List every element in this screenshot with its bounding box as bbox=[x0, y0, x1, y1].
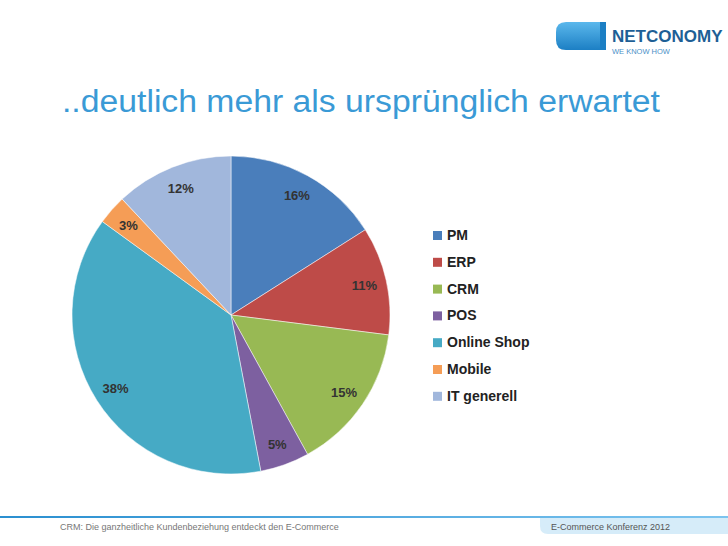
data-label: 15% bbox=[331, 385, 357, 400]
legend-label: CRM bbox=[447, 281, 479, 297]
footer-text: E-Commerce Konferenz 2012 bbox=[551, 522, 670, 532]
legend-label: IT generell bbox=[447, 388, 517, 404]
legend-label: ERP bbox=[447, 254, 476, 270]
data-label: 3% bbox=[119, 218, 138, 233]
data-labels: 16% 11% 15% 5% 38% 3% 12% bbox=[102, 181, 377, 452]
legend-label: PM bbox=[447, 227, 468, 243]
data-label: 5% bbox=[268, 437, 287, 452]
pie-slice bbox=[122, 156, 231, 315]
page: {"header": {"logo": "NETCONOMY", "taglin… bbox=[0, 0, 728, 546]
legend-label: Mobile bbox=[447, 361, 492, 377]
legend-swatch bbox=[433, 285, 442, 294]
logo-icon-edge bbox=[600, 22, 606, 50]
legend-swatch bbox=[433, 338, 442, 347]
data-label: 12% bbox=[168, 181, 194, 196]
legend-swatch bbox=[433, 311, 442, 320]
legend-swatch bbox=[433, 258, 442, 267]
legend-swatch bbox=[433, 231, 442, 240]
data-label: 38% bbox=[102, 381, 128, 396]
chart-canvas: NETCONOMYWE KNOW HOW ..deutlich mehr als … bbox=[0, 0, 728, 546]
legend-swatch bbox=[433, 365, 442, 374]
data-label: 11% bbox=[352, 278, 378, 293]
logo-text: NETCONOMY bbox=[612, 27, 723, 46]
footer-line bbox=[0, 516, 728, 518]
data-label: 16% bbox=[284, 188, 310, 203]
pie bbox=[72, 156, 390, 474]
legend-label: Online Shop bbox=[447, 334, 529, 350]
legend-swatch bbox=[433, 392, 442, 401]
footer-tab bbox=[540, 518, 728, 534]
logo-icon bbox=[556, 22, 600, 50]
chart-title: ..deutlich mehr als ursprünglich erwarte… bbox=[62, 84, 660, 119]
legend-label: POS bbox=[447, 307, 477, 323]
logo-tagline: WE KNOW HOW bbox=[612, 47, 671, 56]
legend: PM ERP CRM POS Online Shop Mobile IT generell bbox=[433, 227, 529, 404]
footer-text: CRM: Die ganzheitliche Kundenbeziehung e… bbox=[60, 522, 339, 532]
